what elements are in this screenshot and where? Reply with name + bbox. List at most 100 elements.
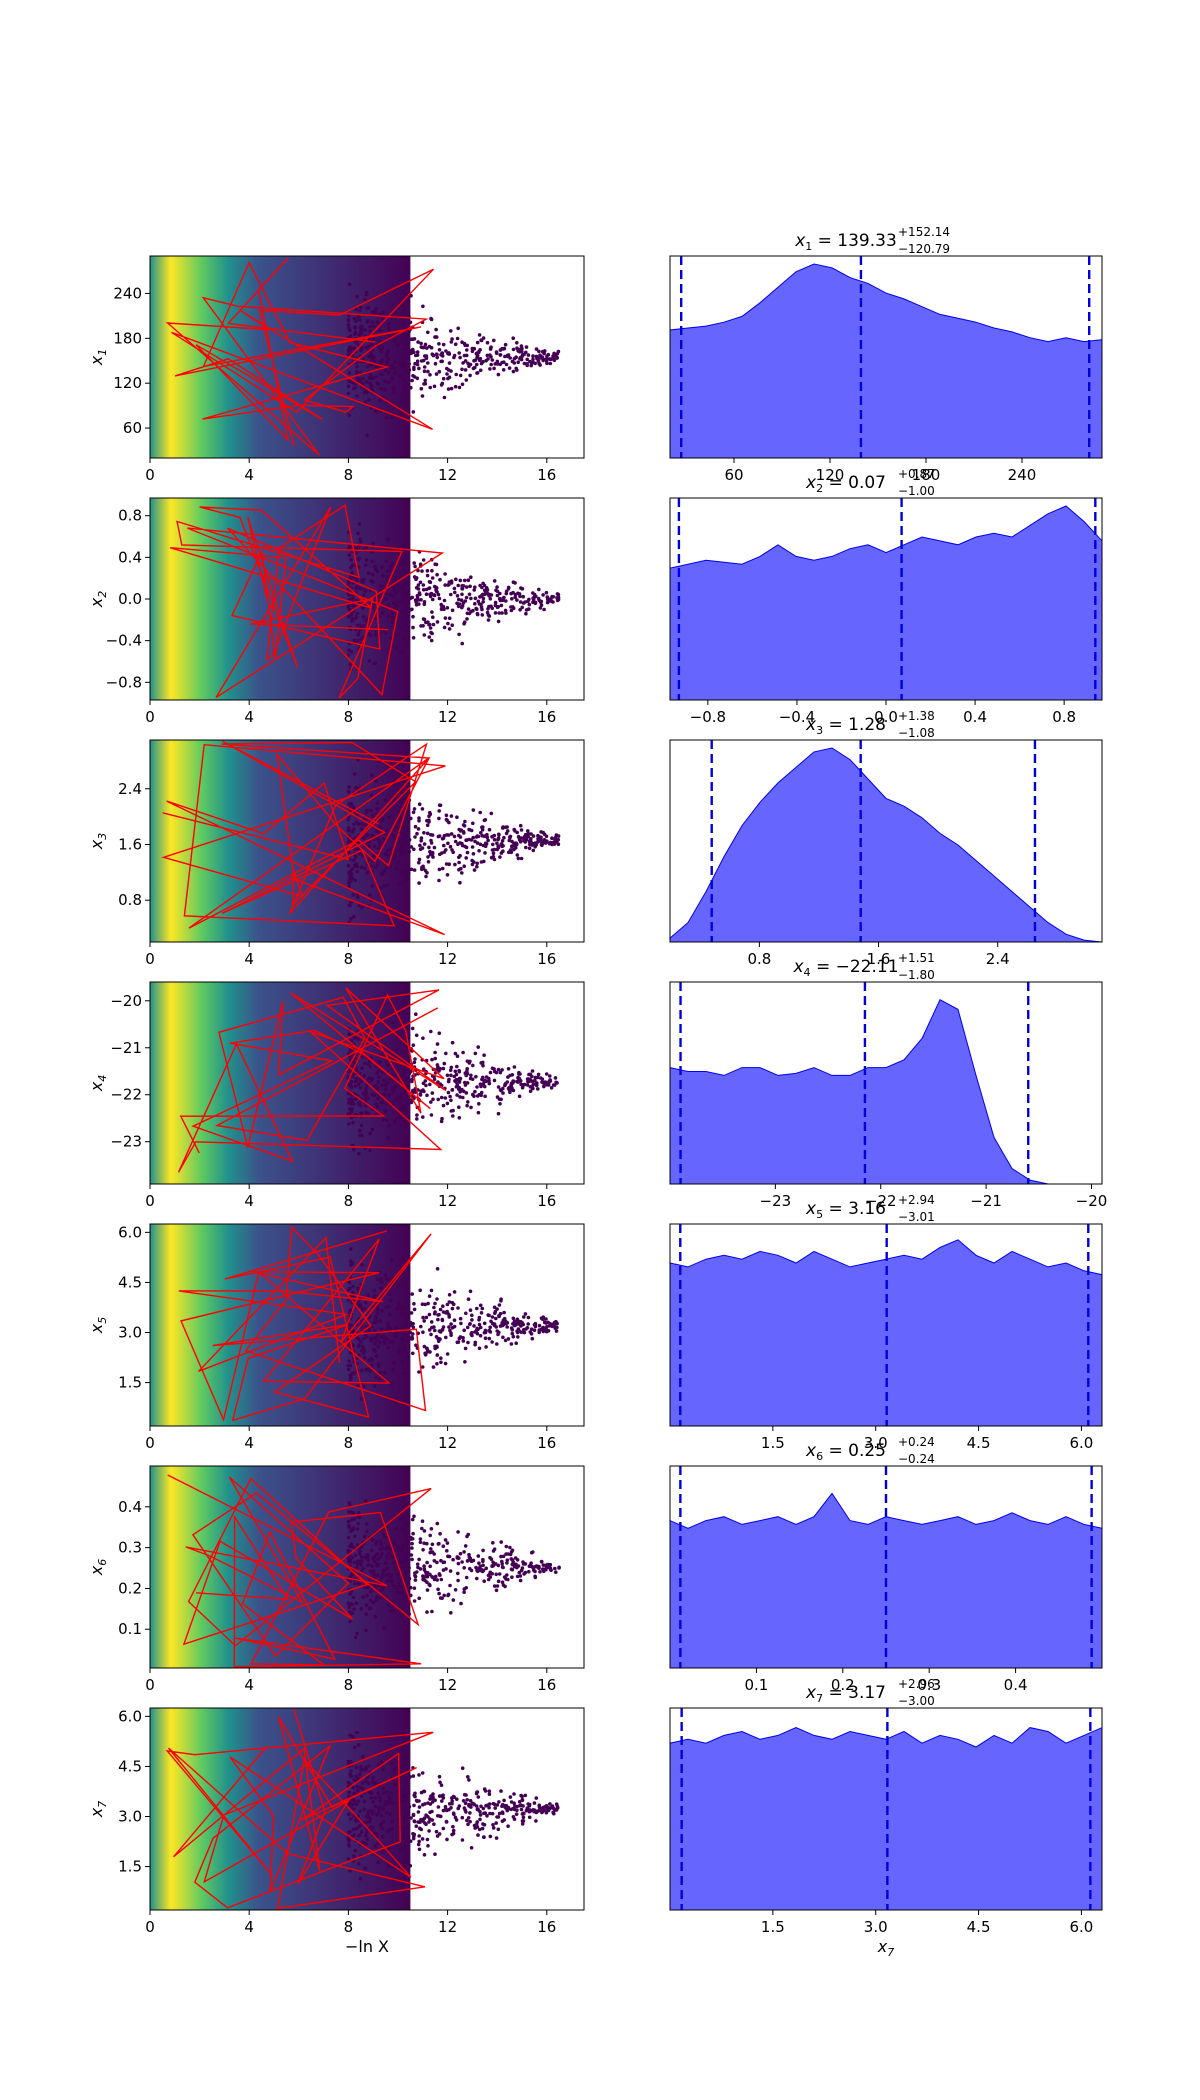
sample-point <box>449 814 454 818</box>
density-fill <box>669 747 1103 943</box>
sample-point <box>408 1330 413 1335</box>
trace-panel-x7: 0 4 8 12 161.53.04.56.0x7−ln X <box>87 1707 585 1956</box>
y-tick-label: 1.5 <box>118 1374 142 1392</box>
sample-point <box>493 1806 498 1810</box>
sample-point <box>515 853 520 857</box>
sample-point <box>439 1814 443 1819</box>
x-tick-label: 16 <box>537 950 556 968</box>
sample-point <box>422 1816 427 1820</box>
sample-point <box>445 1073 450 1078</box>
sample-point <box>428 373 432 377</box>
sample-point <box>486 618 491 622</box>
sample-point <box>557 1565 561 1570</box>
sample-point <box>357 1862 361 1866</box>
kde-title: x5 = 3.16 <box>805 1199 886 1221</box>
sample-point <box>405 1365 409 1370</box>
sample-point <box>479 338 484 343</box>
kde-x-tick-label: 6.0 <box>1069 1434 1093 1452</box>
chain-trace <box>161 740 446 936</box>
sample-point <box>464 1091 469 1095</box>
dead-points <box>346 522 561 671</box>
sample-point <box>461 361 465 365</box>
sample-point <box>434 585 439 590</box>
sample-point <box>365 433 369 438</box>
sample-point <box>499 603 504 608</box>
sample-point <box>357 378 362 383</box>
sample-point <box>363 1103 368 1108</box>
sample-point <box>442 607 446 611</box>
sample-point <box>375 1104 380 1109</box>
sample-point <box>417 1799 421 1803</box>
sample-point <box>494 1325 499 1329</box>
sample-point <box>469 1332 473 1336</box>
sample-point <box>413 361 417 366</box>
sample-point <box>426 369 430 374</box>
sample-point <box>465 611 470 616</box>
sample-point <box>510 597 514 601</box>
sample-point <box>500 844 504 849</box>
sample-point <box>390 1554 394 1559</box>
sample-point <box>440 1116 444 1121</box>
sample-point <box>553 1566 557 1571</box>
sample-point <box>412 1832 417 1837</box>
sample-point <box>504 591 509 596</box>
sample-point <box>408 320 413 325</box>
sample-point <box>430 597 435 602</box>
y-tick-label: 0.4 <box>118 1498 142 1516</box>
trace-panel-x5: 0 4 8 12 161.53.04.56.0x5 <box>87 1223 585 1452</box>
sample-point <box>411 1531 415 1536</box>
sample-point <box>460 1766 465 1770</box>
sample-point <box>347 553 352 557</box>
sample-point <box>426 361 430 365</box>
trace-content <box>150 740 561 942</box>
sample-point <box>499 1789 503 1793</box>
sample-point <box>377 1060 382 1065</box>
sample-point <box>370 559 374 564</box>
sample-point <box>553 1076 558 1080</box>
sample-point <box>501 1335 505 1340</box>
sample-point <box>389 1791 393 1795</box>
sample-point <box>433 1328 437 1333</box>
sample-point <box>401 1073 406 1077</box>
sample-point <box>469 1846 474 1850</box>
sample-point <box>421 1088 425 1092</box>
sample-point <box>355 611 360 616</box>
sample-point <box>370 1564 374 1568</box>
sample-point <box>363 563 368 567</box>
sample-point <box>463 1801 468 1806</box>
sample-point <box>488 1811 492 1816</box>
sample-point <box>403 1350 407 1355</box>
title-lower-error: −1.08 <box>898 726 935 740</box>
sample-point <box>373 310 378 315</box>
sample-point <box>506 586 511 591</box>
sample-point <box>466 1775 470 1779</box>
x-tick-label: 12 <box>438 1918 457 1936</box>
sample-point <box>375 1539 379 1544</box>
sample-point <box>413 564 417 569</box>
sample-point <box>473 1051 478 1056</box>
sample-point <box>412 1819 417 1824</box>
sample-point <box>431 1097 435 1102</box>
sample-point <box>395 1116 399 1121</box>
sample-point <box>460 605 464 610</box>
sample-point <box>452 1318 457 1322</box>
sample-point <box>402 873 407 877</box>
sample-point <box>375 1338 380 1342</box>
sample-point <box>353 330 358 335</box>
sample-point <box>360 346 364 350</box>
sample-point <box>362 593 366 597</box>
sample-point <box>464 1810 468 1814</box>
sample-point <box>411 1836 416 1841</box>
sample-point <box>475 1576 479 1581</box>
sample-point <box>355 294 359 299</box>
sample-point <box>540 349 545 354</box>
sample-point <box>509 605 513 609</box>
sample-point <box>381 1787 385 1791</box>
sample-point <box>508 835 512 840</box>
sample-point <box>452 355 456 360</box>
sample-point <box>456 326 461 331</box>
sample-point <box>459 828 464 832</box>
sample-point <box>422 831 426 835</box>
sample-point <box>536 1564 541 1569</box>
